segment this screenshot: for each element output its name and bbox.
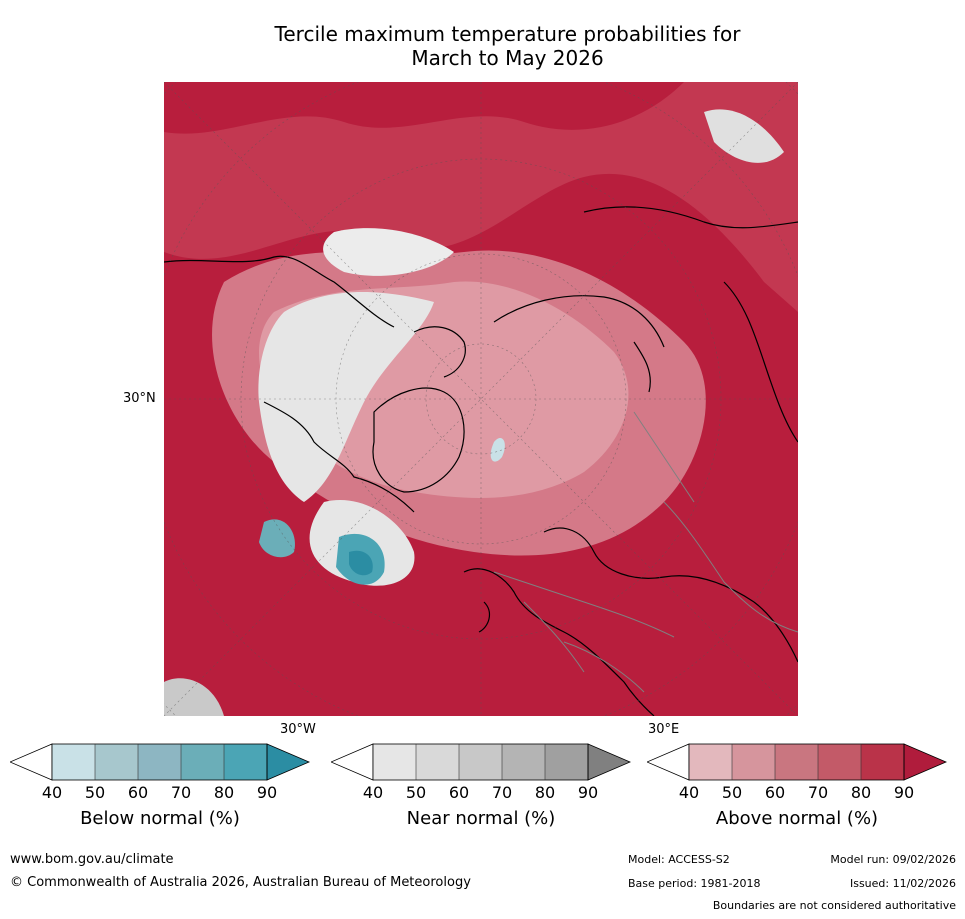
- cbar-below-seg-5: [224, 744, 267, 780]
- above-tick-60: 60: [764, 783, 786, 802]
- cbar-above-seg-4: [818, 744, 861, 780]
- cbar-above-seg-2: [732, 744, 775, 780]
- lat-label-30n: 30°N: [123, 391, 156, 406]
- footer-url: www.bom.gov.au/climate: [10, 852, 174, 867]
- below-tick-90: 90: [256, 783, 278, 802]
- colorbar-below-svg: [10, 743, 310, 781]
- lon-label-30e: 30°E: [648, 722, 680, 737]
- below-tick-40: 40: [41, 783, 63, 802]
- colorbar-near-normal: [331, 743, 631, 781]
- footer-copyright: © Commonwealth of Australia 2026, Austra…: [10, 875, 471, 890]
- colorbar-below-normal: [10, 743, 310, 781]
- cbar-near-seg-2: [416, 744, 459, 780]
- below-tick-50: 50: [84, 783, 106, 802]
- below-tick-60: 60: [127, 783, 149, 802]
- cbar-below-low-triangle: [10, 743, 53, 781]
- cbar-above-high-triangle: [903, 743, 947, 781]
- cbar-below-seg-4: [181, 744, 224, 780]
- near-tick-80: 80: [534, 783, 556, 802]
- cbar-near-seg-3: [459, 744, 502, 780]
- map-title: Tercile maximum temperature probabilitie…: [160, 22, 855, 70]
- above-tick-40: 40: [678, 783, 700, 802]
- footer-base-period: Base period: 1981-2018: [628, 877, 761, 890]
- title-line-2: March to May 2026: [411, 46, 604, 70]
- below-normal-label: Below normal (%): [80, 808, 240, 829]
- near-tick-50: 50: [405, 783, 427, 802]
- colorbar-above-svg: [647, 743, 947, 781]
- near-tick-60: 60: [448, 783, 470, 802]
- above-tick-90: 90: [893, 783, 915, 802]
- near-normal-label: Near normal (%): [406, 808, 556, 829]
- above-tick-50: 50: [721, 783, 743, 802]
- above-normal-label: Above normal (%): [715, 808, 879, 829]
- footer-model-run: Model run: 09/02/2026: [830, 853, 956, 866]
- near-tick-90: 90: [577, 783, 599, 802]
- cbar-above-seg-3: [775, 744, 818, 780]
- below-tick-80: 80: [213, 783, 235, 802]
- above-tick-70: 70: [807, 783, 829, 802]
- above-tick-80: 80: [850, 783, 872, 802]
- cbar-below-seg-2: [95, 744, 138, 780]
- footer-model: Model: ACCESS-S2: [628, 853, 730, 866]
- cbar-below-high-triangle: [266, 743, 310, 781]
- footer-disclaimer: Boundaries are not considered authoritat…: [712, 899, 956, 912]
- cbar-near-seg-4: [502, 744, 545, 780]
- near-tick-70: 70: [491, 783, 513, 802]
- cbar-above-seg-1: [689, 744, 732, 780]
- cbar-near-low-triangle: [331, 743, 374, 781]
- title-line-1: Tercile maximum temperature probabilitie…: [274, 22, 741, 46]
- colorbar-near-svg: [331, 743, 631, 781]
- colorbar-above-normal: [647, 743, 947, 781]
- map-canvas: [164, 82, 798, 716]
- cbar-below-seg-3: [138, 744, 181, 780]
- cbar-near-seg-1: [373, 744, 416, 780]
- probability-map: [164, 82, 798, 716]
- cbar-below-seg-1: [52, 744, 95, 780]
- cbar-above-seg-5: [861, 744, 904, 780]
- near-tick-40: 40: [362, 783, 384, 802]
- cbar-near-seg-5: [545, 744, 588, 780]
- below-tick-70: 70: [170, 783, 192, 802]
- footer-issued: Issued: 11/02/2026: [849, 877, 956, 890]
- cbar-near-high-triangle: [587, 743, 631, 781]
- cbar-above-low-triangle: [647, 743, 690, 781]
- lon-label-30w: 30°W: [280, 722, 316, 737]
